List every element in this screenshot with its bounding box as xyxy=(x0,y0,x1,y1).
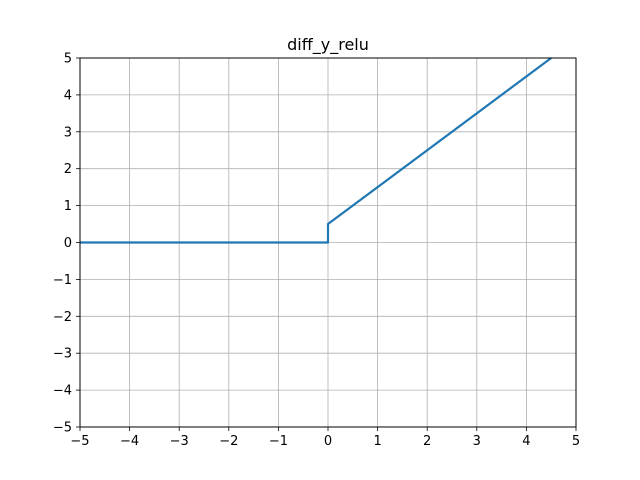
chart-title: diff_y_relu xyxy=(287,35,369,55)
x-tick-label: 0 xyxy=(324,434,332,449)
y-tick-label: −4 xyxy=(53,384,72,399)
y-tick-label: −5 xyxy=(53,421,72,436)
x-tick-label: −3 xyxy=(170,434,189,449)
series-line xyxy=(80,57,552,244)
y-tick-label: 1 xyxy=(64,199,72,214)
x-tick-label: 3 xyxy=(473,434,481,449)
x-tick-label: −4 xyxy=(120,434,139,449)
y-tick-label: −2 xyxy=(53,310,72,325)
x-tick-label: 4 xyxy=(522,434,530,449)
x-tick-label: 2 xyxy=(423,434,431,449)
y-tick-label: 3 xyxy=(64,125,72,140)
x-tick-label: 1 xyxy=(373,434,381,449)
x-tick-label: −2 xyxy=(219,434,238,449)
x-tick-label: −1 xyxy=(269,434,288,449)
ticks: −5 −4 −3 −2 −1 0 1 2 3 4 5 −5 −4 −3 −2 −1 0 1 2 3 4 5 xyxy=(53,52,580,450)
y-tick-label: 0 xyxy=(64,236,72,251)
y-tick-label: 5 xyxy=(64,52,72,67)
y-tick-label: 2 xyxy=(64,162,72,177)
x-tick-label: −5 xyxy=(70,434,89,449)
x-tick-label: 5 xyxy=(572,434,580,449)
series-layer xyxy=(80,57,552,244)
y-tick-label: 4 xyxy=(64,88,72,103)
y-tick-label: −3 xyxy=(53,347,72,362)
y-tick-label: −1 xyxy=(53,273,72,288)
